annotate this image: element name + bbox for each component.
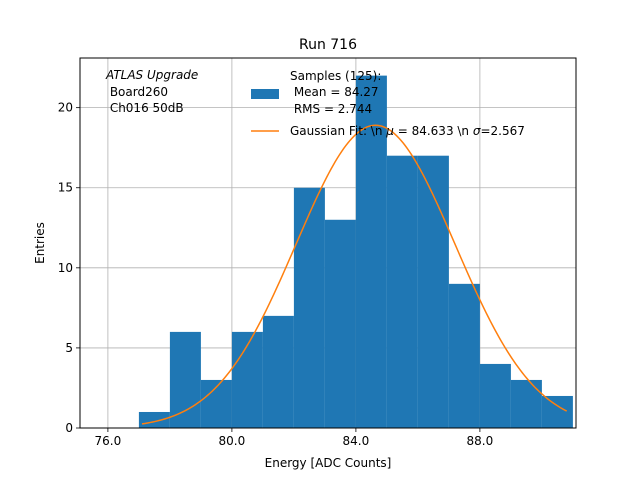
legend-fit-sigma-value: =2.567	[480, 124, 524, 138]
y-axis-label: Entries	[33, 222, 47, 264]
y-axis-ticks: 0 5 10 15 20	[58, 101, 80, 435]
legend-histogram-line-3: RMS = 2.744	[290, 102, 372, 116]
histogram-bar-4	[262, 315, 294, 428]
histogram-bar-8	[386, 155, 418, 428]
y-tick-label-2: 10	[58, 261, 73, 275]
legend-fit-mu-value: = 84.633 \n	[394, 124, 473, 138]
legend-fit-sigma-symbol: σ	[473, 124, 481, 138]
histogram-bar-11	[479, 363, 511, 428]
x-tick-label-3: 88.0	[467, 434, 494, 448]
legend-histogram-line-2: Mean = 84.27	[290, 85, 379, 99]
annotation-line-1: ATLAS Upgrade	[105, 68, 198, 82]
y-tick-label-0: 0	[65, 421, 73, 435]
histogram-bar-9	[417, 155, 449, 428]
x-tick-label-1: 80.0	[219, 434, 246, 448]
atlas-annotation: ATLAS Upgrade Board260 Ch016 50dB	[105, 68, 198, 115]
legend-fit-prefix: Gaussian Fit: \n	[290, 124, 386, 138]
histogram-bar-12	[510, 379, 542, 428]
annotation-line-2: Board260	[106, 85, 168, 99]
legend-fit-mu-symbol: μ	[385, 124, 394, 138]
histogram-bar-13	[541, 395, 573, 428]
histogram-bar-6	[324, 219, 356, 428]
histogram-bar-0	[138, 411, 170, 428]
legend-histogram-swatch	[251, 89, 279, 99]
y-tick-label-3: 15	[58, 181, 73, 195]
y-tick-label-4: 20	[58, 101, 73, 115]
legend: Samples (125): Mean = 84.27 RMS = 2.744 …	[251, 69, 525, 138]
x-tick-label-2: 84.0	[343, 434, 370, 448]
legend-histogram-line-1: Samples (125):	[290, 69, 381, 83]
annotation-line-3: Ch016 50dB	[106, 101, 184, 115]
histogram-bar-10	[448, 283, 480, 428]
chart-title: Run 716	[299, 37, 357, 53]
histogram-bar-3	[231, 331, 263, 428]
x-axis-label: Energy [ADC Counts]	[265, 456, 392, 470]
histogram-bar-5	[293, 187, 325, 428]
x-axis-ticks: 76.0 80.0 84.0 88.0	[95, 428, 494, 448]
histogram-bar-7	[355, 75, 387, 428]
y-tick-label-1: 5	[65, 341, 73, 355]
gaussian-fit-curve	[141, 124, 568, 425]
legend-fit-label: Gaussian Fit: \n μ = 84.633 \n σ=2.567	[290, 124, 525, 138]
histogram-bars	[138, 75, 573, 428]
x-tick-label-0: 76.0	[95, 434, 122, 448]
plot-frame	[79, 57, 577, 429]
histogram-bar-1	[169, 331, 201, 428]
